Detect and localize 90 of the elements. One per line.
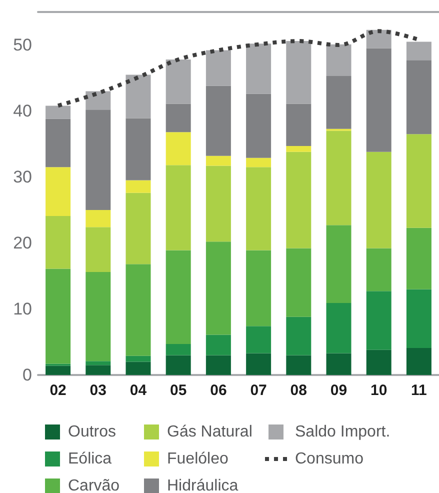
- legend-label: Gás Natural: [167, 424, 252, 440]
- bar: [366, 30, 392, 48]
- bar: [86, 365, 111, 375]
- bar: [166, 132, 191, 166]
- bar: [86, 91, 111, 110]
- bar: [86, 227, 111, 272]
- bar: [206, 156, 231, 166]
- legend-label: Consumo: [295, 450, 364, 468]
- bar: [126, 118, 151, 180]
- legend-label: Saldo Import.: [295, 424, 390, 440]
- x-tick-label: 11: [411, 382, 427, 399]
- bar: [326, 76, 352, 129]
- bar: [166, 344, 191, 356]
- bar: [126, 264, 151, 356]
- bar: [206, 334, 231, 356]
- bar: [246, 326, 272, 354]
- bar: [46, 216, 71, 269]
- legend-label: Fuelóleo: [167, 450, 228, 468]
- bar: [246, 353, 272, 375]
- bar: [126, 192, 151, 264]
- legend-label: Carvão: [68, 478, 120, 493]
- bar: [286, 41, 312, 104]
- bar: [286, 355, 312, 375]
- bar: [366, 350, 392, 375]
- bar: [326, 353, 352, 375]
- y-tick-label: 0: [22, 366, 32, 384]
- bar: [246, 94, 272, 158]
- bar: [86, 272, 111, 362]
- bar: [166, 104, 191, 132]
- x-tick-label: 08: [290, 382, 307, 399]
- bar: [286, 248, 312, 317]
- bar: [206, 355, 231, 375]
- bar: [46, 106, 71, 119]
- y-tick-label: 10: [13, 300, 32, 318]
- x-tick-label: 10: [370, 382, 388, 399]
- legend-label: Outros: [68, 424, 116, 440]
- bar: [406, 348, 432, 375]
- bar: [126, 180, 151, 193]
- bar: [406, 60, 432, 134]
- bar: [86, 210, 111, 228]
- bar: [46, 268, 71, 364]
- x-tick-label: 09: [330, 382, 348, 399]
- x-tick-label: 03: [90, 382, 106, 399]
- bar: [326, 44, 352, 76]
- bar: [406, 289, 432, 348]
- bar: [366, 48, 392, 152]
- y-tick-label: 20: [13, 234, 32, 252]
- x-tick-label: 02: [50, 382, 66, 399]
- x-tick-label: 06: [210, 382, 227, 399]
- bar: [46, 118, 71, 168]
- y-tick-label: 30: [13, 168, 32, 186]
- bar: [326, 130, 352, 226]
- bar: [46, 366, 71, 375]
- x-tick-label: 04: [130, 382, 148, 399]
- bar: [286, 104, 312, 146]
- bar: [206, 86, 231, 156]
- bar: [206, 242, 231, 335]
- bar: [206, 50, 231, 86]
- bar: [286, 316, 312, 356]
- bar: [126, 74, 151, 118]
- bar: [166, 60, 191, 104]
- bar: [246, 158, 272, 168]
- bar: [86, 110, 111, 210]
- bar: [126, 362, 151, 375]
- bar: [166, 355, 191, 375]
- bar: [86, 361, 111, 366]
- bar: [246, 167, 272, 250]
- bar: [246, 250, 272, 326]
- bar: [166, 165, 191, 250]
- bar: [126, 356, 151, 362]
- bar: [206, 166, 231, 242]
- bar: [366, 291, 392, 350]
- bar: [286, 146, 312, 152]
- x-tick-label: 05: [170, 382, 187, 399]
- bar: [326, 225, 352, 304]
- bar: [286, 152, 312, 248]
- bar: [406, 134, 432, 228]
- legend-label: Eólica: [68, 450, 112, 468]
- bar: [246, 44, 272, 94]
- bar: [406, 228, 432, 290]
- x-tick-label: 07: [250, 382, 267, 399]
- y-tick-label: 50: [13, 36, 32, 54]
- bar: [46, 167, 71, 216]
- y-tick-label: 40: [13, 102, 32, 120]
- legend-label: Hidráulica: [167, 478, 238, 493]
- bar: [166, 250, 191, 344]
- bar: [366, 248, 392, 292]
- bar: [406, 42, 432, 60]
- bar: [366, 152, 392, 248]
- bar: [326, 303, 352, 354]
